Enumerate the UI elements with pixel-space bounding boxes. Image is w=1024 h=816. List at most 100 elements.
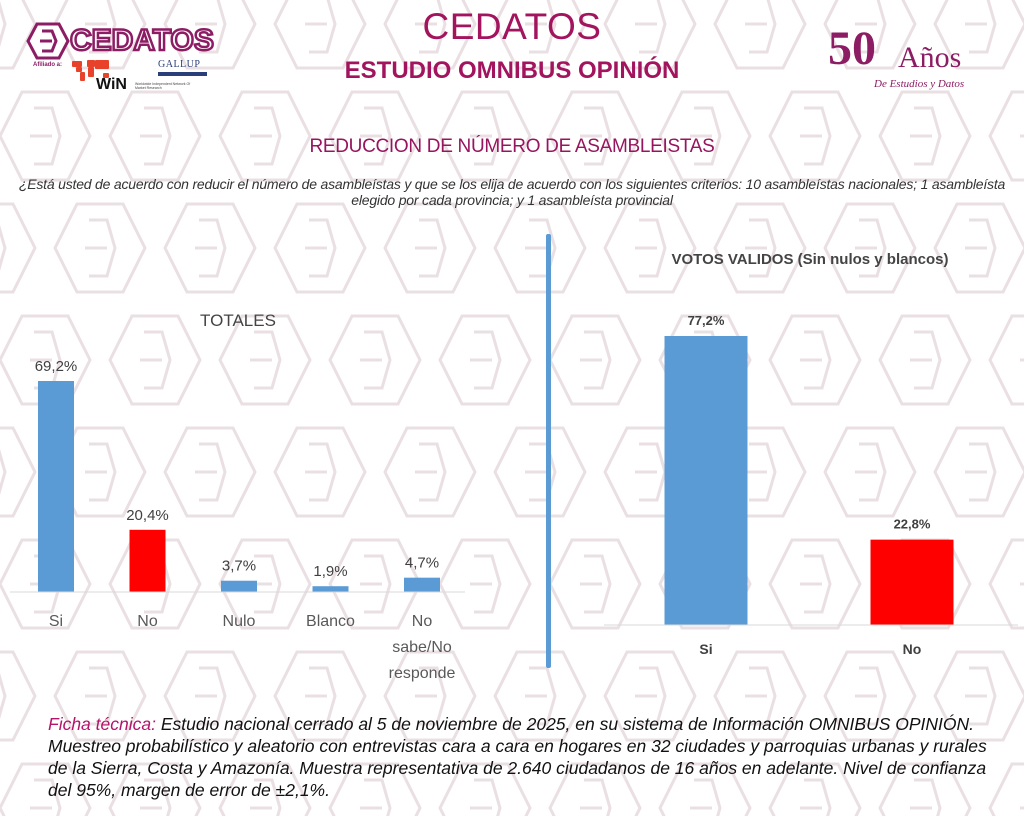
watermark-logo-icon	[933, 0, 1024, 70]
tick-label: No	[903, 641, 922, 657]
tick-label: No	[137, 613, 158, 630]
anniversary-tagline: De Estudios y Datos	[874, 78, 965, 90]
cedatos-hexagon-icon	[26, 22, 70, 60]
tick-label: Nulo	[223, 613, 256, 630]
watermark-logo-icon	[0, 762, 92, 816]
watermark-logo-icon	[383, 650, 477, 742]
watermark-logo-icon	[328, 538, 422, 630]
watermark-logo-icon	[108, 90, 202, 182]
watermark-logo-icon	[0, 202, 37, 294]
watermark-logo-icon	[383, 426, 477, 518]
watermark-logo-icon	[218, 314, 312, 406]
data-label: 22,8%	[894, 517, 931, 532]
watermark-logo-icon	[988, 90, 1024, 182]
watermark-logo-icon	[0, 0, 37, 70]
watermark-logo-icon	[713, 0, 807, 70]
watermark-logo-icon	[163, 0, 257, 70]
watermark-logo-icon	[493, 650, 587, 742]
watermark-logo-icon	[933, 202, 1024, 294]
watermark-logo-icon	[438, 762, 532, 816]
data-label: 1,9%	[313, 563, 347, 580]
chart-title: VOTOS VALIDOS (Sin nulos y blancos)	[672, 251, 949, 268]
survey-headline: REDUCCION DE NÚMERO DE ASAMBLEISTAS	[309, 136, 715, 157]
watermark-logo-icon	[0, 426, 37, 518]
data-label: 3,7%	[222, 558, 256, 575]
chart-title: TOTALES	[200, 311, 276, 330]
watermark-logo-icon	[878, 90, 972, 182]
watermark-logo-icon	[493, 0, 587, 70]
watermark-logo-icon	[988, 762, 1024, 816]
bar-si	[664, 336, 748, 625]
watermark-logo-icon	[603, 202, 697, 294]
watermark-logo-icon	[163, 426, 257, 518]
watermark-logo-icon	[768, 538, 862, 630]
watermark-logo-icon	[328, 314, 422, 406]
watermark-logo-icon	[713, 650, 807, 742]
watermark-logo-icon	[933, 650, 1024, 742]
watermark-logo-icon	[383, 0, 477, 70]
watermark-logo-icon	[163, 202, 257, 294]
watermark-logo-icon	[548, 762, 642, 816]
watermark-logo-icon	[658, 90, 752, 182]
bar-no	[129, 529, 166, 592]
watermark-logo-icon	[53, 650, 147, 742]
watermark-logo-icon	[273, 426, 367, 518]
gallup-logo-text: GALLUP	[158, 59, 201, 70]
watermark-logo-icon	[933, 426, 1024, 518]
data-label: 69,2%	[35, 358, 78, 375]
watermark-logo-icon	[768, 90, 862, 182]
anniversary-logo: 50 Años De Estudios y Datos	[828, 24, 1008, 94]
watermark-logo-icon	[273, 650, 367, 742]
watermark-logo-icon	[878, 314, 972, 406]
tick-label: responde	[389, 665, 456, 682]
watermark-logo-icon	[603, 0, 697, 70]
watermark-logo-icon	[438, 314, 532, 406]
watermark-logo-icon	[548, 90, 642, 182]
data-label: 4,7%	[405, 555, 439, 572]
watermark-logo-icon	[438, 90, 532, 182]
watermark-logo-icon	[108, 314, 202, 406]
cedatos-logo: CEDATOS Afiliado a: GALLUP WiN Worldwide…	[26, 22, 216, 102]
page-subtitle: ESTUDIO OMNIBUS OPINIÓN	[344, 57, 680, 84]
watermark-logo-icon	[658, 762, 752, 816]
watermark-logo-icon	[53, 202, 147, 294]
technical-note-text: Estudio nacional cerrado al 5 de noviemb…	[48, 714, 987, 800]
tick-label: Si	[49, 613, 63, 630]
affiliation-label: Afiliado a:	[33, 62, 63, 68]
win-logo-text: WiN	[96, 76, 127, 93]
tick-label: Si	[699, 641, 712, 657]
win-subtext: Worldwide Independent Network Of Market …	[135, 82, 191, 90]
chart-votos-validos: VOTOS VALIDOS (Sin nulos y blancos) 77,2…	[604, 251, 1018, 657]
watermark-logo-icon	[878, 762, 972, 816]
tick-label: sabe/No	[392, 639, 452, 656]
survey-question: ¿Está usted de acuerdo con reducir el nú…	[18, 176, 1006, 208]
tick-label: No	[412, 613, 433, 630]
page-title: CEDATOS	[422, 6, 602, 47]
chart-divider	[546, 234, 551, 668]
cedatos-logo-text: CEDATOS	[69, 23, 215, 59]
chart-totales: TOTALES 69,2% Si 20,4% No 3,7% Nulo 1,9% Blanco…	[10, 311, 465, 682]
watermark-logo-icon	[713, 202, 807, 294]
watermark-logo-icon	[0, 650, 37, 742]
watermark-logo-icon	[328, 762, 422, 816]
watermark-logo-icon	[273, 0, 367, 70]
gallup-underline	[158, 72, 207, 76]
bar-no	[870, 539, 954, 625]
bar-nulo	[221, 580, 257, 592]
watermark-logo-icon	[493, 426, 587, 518]
watermark-logo-icon	[383, 202, 477, 294]
watermark-logo-icon	[218, 762, 312, 816]
watermark-logo-icon	[823, 0, 917, 70]
watermark-logo-icon	[273, 202, 367, 294]
tick-label: Blanco	[306, 613, 355, 630]
watermark-logo-icon	[768, 314, 862, 406]
watermark-logo-icon	[768, 762, 862, 816]
watermark-logo-icon	[328, 90, 422, 182]
bar-si	[38, 381, 74, 592]
technical-note-label: Ficha técnica:	[48, 714, 156, 734]
bar-no-sabe-no-responde	[404, 577, 440, 592]
bar-blanco	[312, 586, 349, 592]
world-map-icon	[72, 60, 109, 81]
anniversary-word: Años	[898, 41, 962, 74]
watermark-logo-icon	[823, 202, 917, 294]
